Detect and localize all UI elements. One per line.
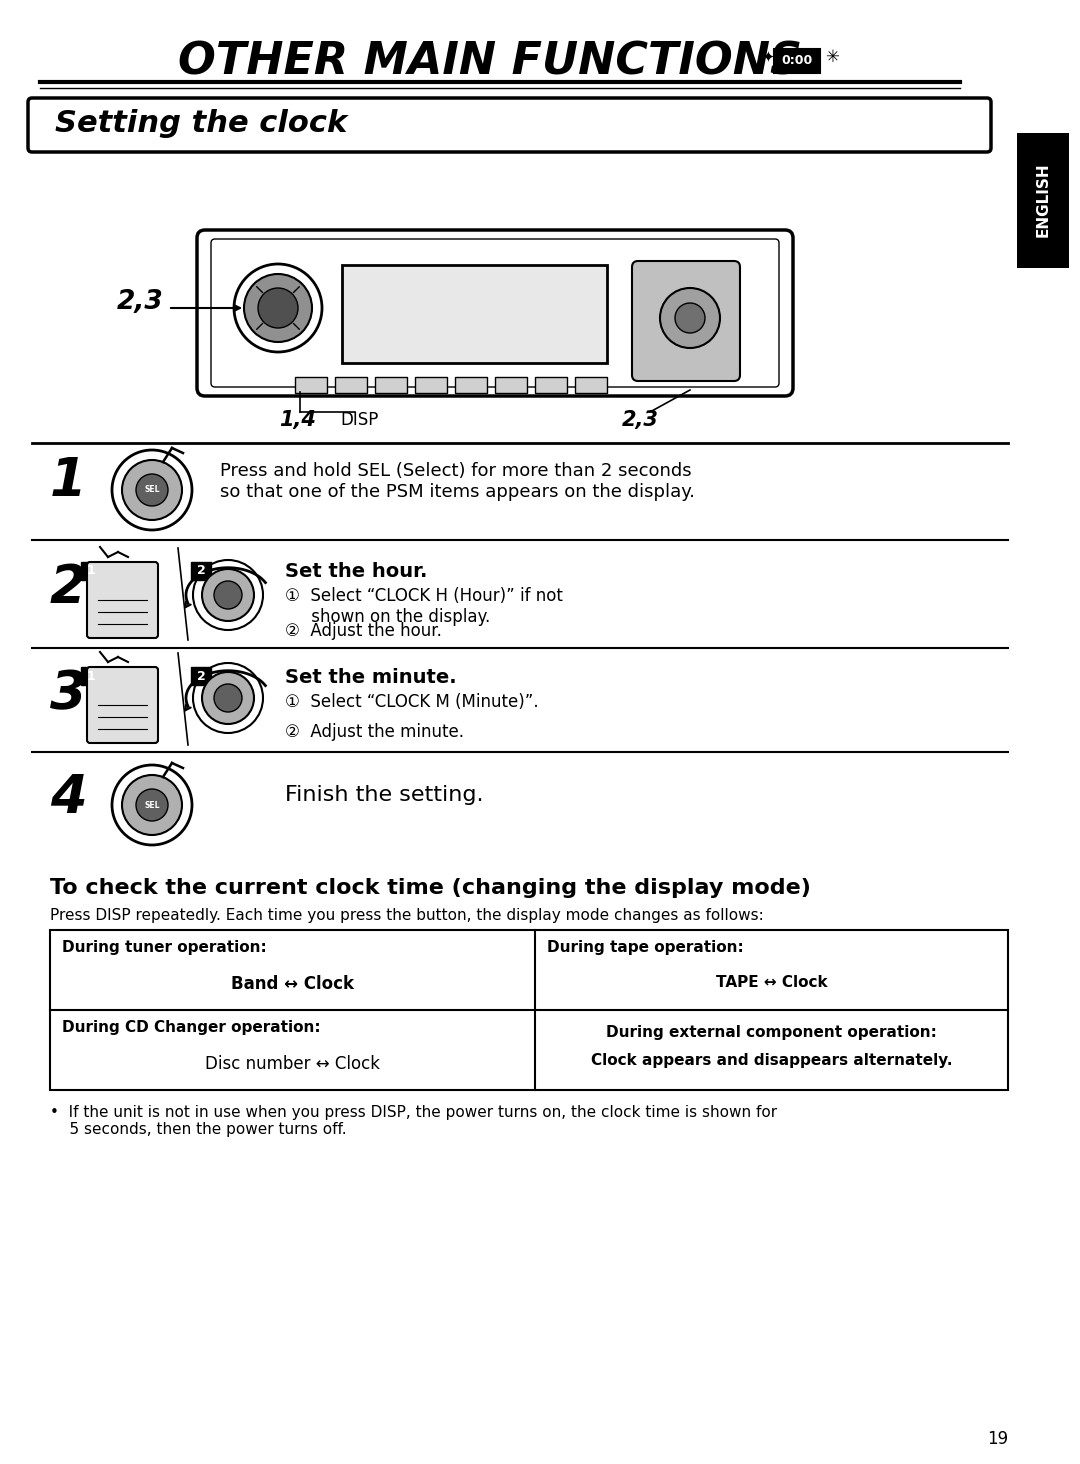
Circle shape: [214, 581, 242, 609]
Text: 2,3: 2,3: [117, 288, 163, 315]
Circle shape: [214, 684, 242, 712]
Text: ①  Select “CLOCK H (Hour)” if not
     shown on the display.: ① Select “CLOCK H (Hour)” if not shown o…: [285, 587, 563, 625]
Circle shape: [136, 789, 168, 821]
Text: •  If the unit is not in use when you press DISP, the power turns on, the clock : • If the unit is not in use when you pre…: [50, 1105, 778, 1138]
Text: 2: 2: [50, 562, 86, 613]
Text: 1,4: 1,4: [280, 410, 316, 430]
Circle shape: [675, 303, 705, 332]
Text: TAPE ↔ Clock: TAPE ↔ Clock: [716, 975, 827, 990]
Bar: [1017, 133, 1069, 268]
Text: During CD Changer operation:: During CD Changer operation:: [62, 1020, 321, 1035]
Text: ①  Select “CLOCK M (Minute)”.: ① Select “CLOCK M (Minute)”.: [285, 692, 539, 712]
Text: ✦: ✦: [761, 50, 774, 64]
Circle shape: [122, 460, 183, 520]
Text: Finish the setting.: Finish the setting.: [285, 785, 484, 805]
Text: 19: 19: [987, 1430, 1008, 1448]
FancyBboxPatch shape: [81, 668, 102, 685]
Bar: [50, 930, 1008, 1091]
Bar: [415, 378, 447, 392]
Text: Press DISP repeatedly. Each time you press the button, the display mode changes : Press DISP repeatedly. Each time you pre…: [50, 908, 764, 922]
FancyBboxPatch shape: [191, 668, 211, 685]
Text: 2,3: 2,3: [622, 410, 659, 430]
Text: During external component operation:: During external component operation:: [606, 1025, 937, 1039]
Bar: [375, 378, 407, 392]
Text: Press and hold SEL (Select) for more than 2 seconds
so that one of the PSM items: Press and hold SEL (Select) for more tha…: [220, 463, 696, 501]
Bar: [575, 378, 607, 392]
Bar: [535, 378, 567, 392]
FancyBboxPatch shape: [632, 261, 740, 381]
Circle shape: [202, 672, 254, 725]
Circle shape: [122, 774, 183, 834]
Text: 0:00: 0:00: [781, 54, 812, 67]
Bar: [495, 378, 527, 392]
Text: Set the hour.: Set the hour.: [285, 562, 428, 581]
Text: Set the minute.: Set the minute.: [285, 668, 457, 687]
FancyBboxPatch shape: [81, 562, 102, 580]
Bar: [335, 378, 367, 392]
Text: SEL: SEL: [145, 486, 160, 495]
Circle shape: [258, 288, 298, 328]
Text: ②  Adjust the hour.: ② Adjust the hour.: [285, 622, 442, 640]
Text: Setting the clock: Setting the clock: [55, 110, 348, 139]
Text: SEL: SEL: [145, 801, 160, 810]
FancyBboxPatch shape: [28, 98, 991, 152]
Text: 1: 1: [86, 565, 95, 577]
Text: OTHER MAIN FUNCTIONS: OTHER MAIN FUNCTIONS: [178, 41, 802, 83]
Text: 3: 3: [50, 668, 86, 720]
Circle shape: [244, 274, 312, 343]
Text: ②  Adjust the minute.: ② Adjust the minute.: [285, 723, 464, 741]
Text: 2: 2: [197, 565, 205, 577]
FancyBboxPatch shape: [211, 239, 779, 386]
Circle shape: [660, 288, 720, 348]
Text: Disc number ↔ Clock: Disc number ↔ Clock: [205, 1056, 380, 1073]
FancyBboxPatch shape: [191, 562, 211, 580]
FancyBboxPatch shape: [774, 48, 820, 73]
FancyBboxPatch shape: [87, 562, 158, 638]
Bar: [295, 378, 327, 392]
Text: 1: 1: [86, 669, 95, 682]
FancyBboxPatch shape: [87, 668, 158, 744]
Bar: [342, 265, 607, 363]
Text: During tuner operation:: During tuner operation:: [62, 940, 267, 955]
Text: To check the current clock time (changing the display mode): To check the current clock time (changin…: [50, 878, 811, 897]
Text: DISP: DISP: [340, 411, 378, 429]
Text: During tape operation:: During tape operation:: [546, 940, 744, 955]
Circle shape: [202, 569, 254, 621]
Text: ENGLISH: ENGLISH: [1036, 163, 1051, 237]
Text: 1: 1: [50, 455, 86, 507]
Text: Band ↔ Clock: Band ↔ Clock: [231, 975, 354, 993]
Text: ✳: ✳: [825, 48, 839, 66]
FancyBboxPatch shape: [197, 230, 793, 395]
Text: 4: 4: [50, 772, 86, 824]
Circle shape: [136, 474, 168, 507]
Bar: [455, 378, 487, 392]
Text: Clock appears and disappears alternately.: Clock appears and disappears alternately…: [591, 1053, 953, 1069]
Text: 2: 2: [197, 669, 205, 682]
